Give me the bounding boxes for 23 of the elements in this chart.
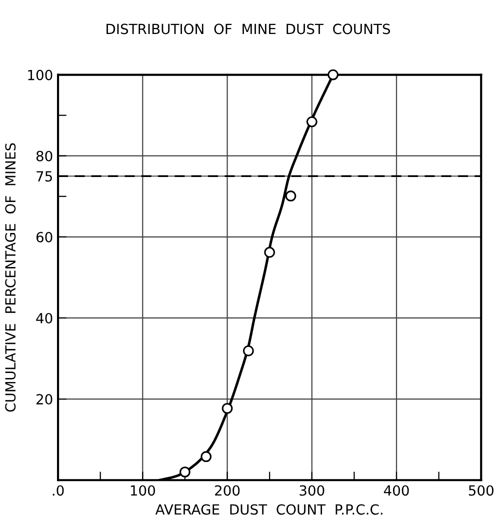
point	[243, 345, 254, 356]
point	[285, 190, 296, 202]
x-tick-label: 500	[468, 485, 494, 496]
point	[222, 402, 233, 414]
x-tick-label: .0	[52, 485, 64, 496]
y-tick-label: 100	[28, 70, 52, 80]
point	[306, 116, 318, 128]
chart-title: DISTRIBUTION OF MINE DUST COUNTS	[106, 24, 390, 34]
x-axis-title: AVERAGE DUST COUNT P.P.C.C.	[155, 504, 382, 515]
point	[200, 451, 212, 462]
x-tick-label: 400	[384, 485, 409, 496]
point	[180, 466, 190, 478]
y-tick-label: 40	[36, 312, 52, 324]
point	[264, 246, 275, 258]
x-tick-label: 200	[215, 485, 240, 496]
x-tick-label: 300	[300, 485, 324, 496]
x-tick-label: 100	[130, 485, 155, 496]
y-tick-label: 75	[36, 171, 52, 182]
y-tick-label: 80	[36, 150, 52, 162]
y-tick-label: 60	[36, 232, 52, 242]
y-tick-label: 20	[36, 394, 52, 405]
point	[328, 69, 338, 80]
y-axis-title: CUMULATIVE PERCENTAGE OF MINES	[5, 143, 16, 412]
